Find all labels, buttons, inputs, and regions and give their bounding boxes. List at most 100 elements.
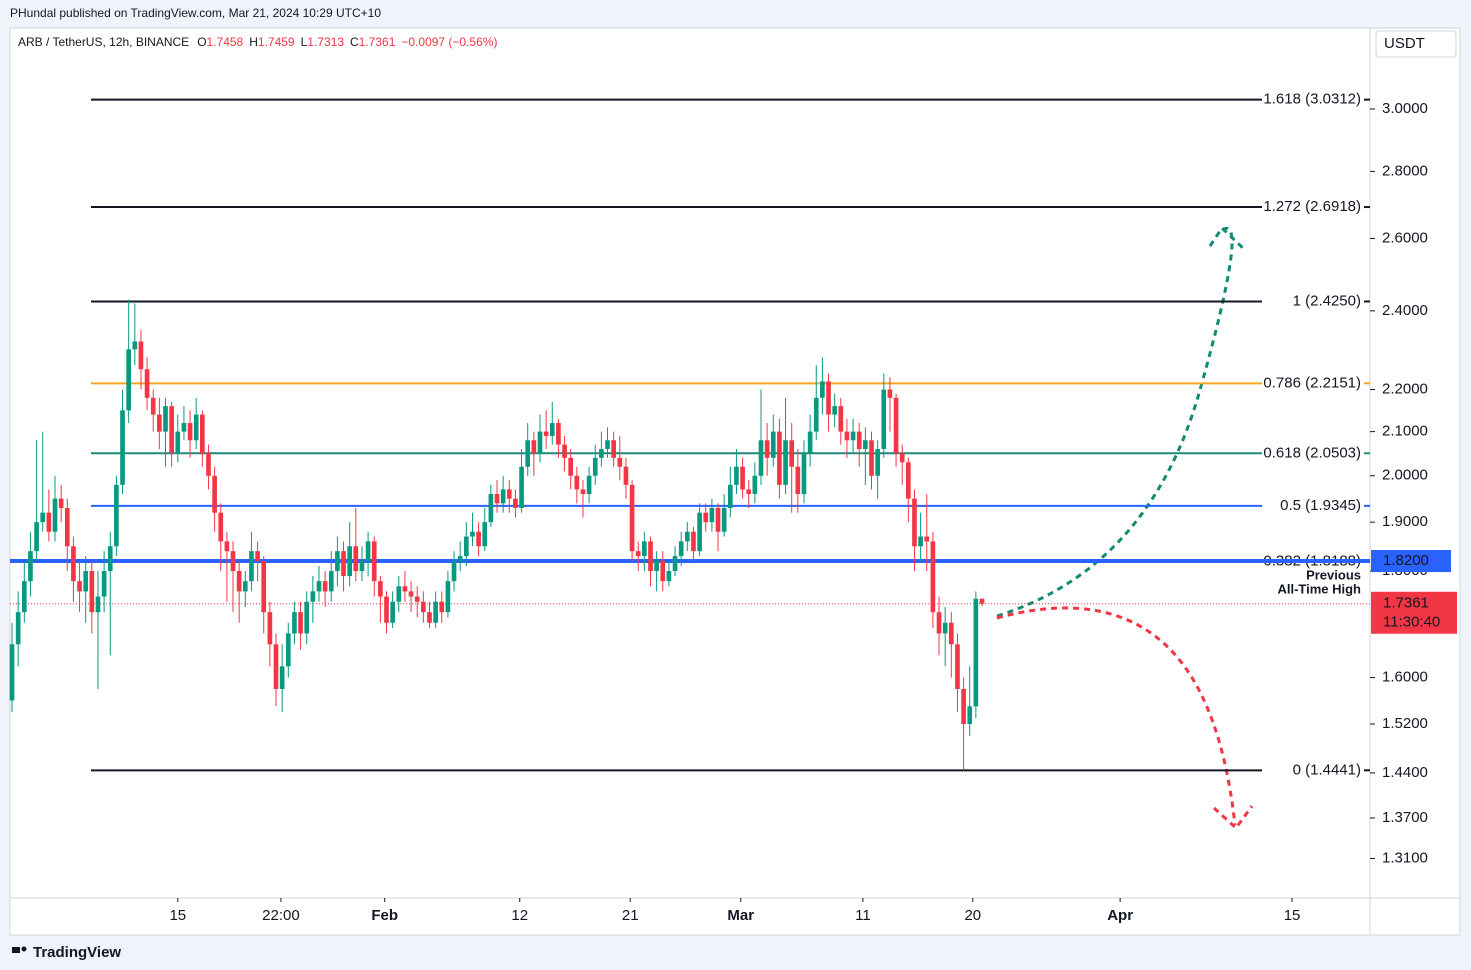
candle-body	[783, 440, 788, 485]
candle-body	[304, 601, 310, 634]
candle-body	[678, 541, 684, 557]
candle-body	[556, 423, 561, 445]
candle-body	[396, 586, 402, 602]
candle-body	[660, 561, 666, 582]
candle-body	[384, 596, 389, 623]
candle-body	[506, 489, 512, 499]
candle-body	[906, 462, 911, 499]
candle-body	[126, 349, 132, 411]
candle-body	[169, 406, 174, 454]
candle-body	[709, 507, 715, 523]
x-tick-label: 20	[964, 907, 981, 924]
candle-body	[863, 440, 868, 450]
candle-body	[21, 581, 27, 613]
x-tick-label: 11	[855, 907, 871, 924]
candle-body	[758, 440, 764, 476]
candle-body	[285, 633, 291, 667]
candle-body	[574, 475, 580, 490]
candle-body	[390, 601, 395, 623]
candle-body	[132, 341, 138, 350]
candle-body	[844, 431, 850, 441]
candle-body	[402, 586, 408, 592]
fib-label: 1.618 (3.0312)	[1263, 91, 1361, 108]
candle-body	[187, 423, 193, 441]
candle-body	[537, 431, 543, 454]
y-tick-label: 2.6000	[1382, 229, 1428, 246]
candle-body	[230, 551, 236, 572]
candle-body	[832, 406, 838, 415]
candle-body	[77, 581, 82, 592]
currency-box[interactable]	[1375, 30, 1457, 58]
candle-body	[850, 431, 856, 441]
candle-body	[568, 457, 574, 476]
candle-body	[181, 423, 187, 432]
ath-price-box	[1371, 550, 1451, 573]
y-tick-label: 2.4000	[1382, 302, 1428, 319]
candle-body	[875, 449, 880, 476]
candle-body	[46, 512, 52, 532]
candle-body	[918, 536, 923, 547]
candle-body	[107, 546, 113, 572]
candle-body	[715, 507, 721, 532]
candle-body	[746, 489, 752, 495]
candle-body	[629, 484, 635, 552]
change: −0.0097 (−0.56%)	[401, 35, 497, 49]
publisher: PHundal published on TradingView.com, Ma…	[10, 6, 381, 20]
candle-body	[691, 531, 696, 552]
currency[interactable]: USDT	[1384, 35, 1425, 52]
candle-body	[433, 601, 438, 623]
candle-body	[820, 381, 825, 398]
candle-body	[28, 551, 33, 582]
candle-body	[672, 556, 678, 572]
candle-body	[734, 466, 739, 485]
candle-body	[451, 561, 457, 582]
candle-body	[961, 688, 966, 724]
candle-body	[470, 531, 475, 537]
candle-body	[212, 475, 217, 513]
candle-body	[193, 414, 199, 441]
candle-body	[52, 498, 58, 532]
y-tick-label: 2.1000	[1382, 423, 1428, 440]
candle-body	[101, 571, 107, 597]
candle-body	[328, 571, 334, 592]
candle-body	[34, 522, 39, 552]
candle-body	[648, 541, 653, 572]
current-price-label: 1.7361	[1383, 595, 1429, 612]
fib-label: 0 (1.4441)	[1293, 761, 1361, 778]
candle-body	[114, 484, 119, 547]
candle-body	[120, 410, 125, 485]
y-tick-label: 2.0000	[1382, 467, 1428, 484]
candle-body	[83, 571, 89, 592]
logo-icon	[12, 947, 20, 953]
bear-projection	[996, 606, 1237, 826]
candle-body	[15, 612, 21, 645]
candle-body	[482, 522, 488, 547]
x-tick-label: 15	[169, 907, 186, 924]
ohlc-value: 1.7458	[207, 35, 244, 49]
candle-body	[316, 581, 322, 592]
candle-body	[770, 431, 776, 458]
candle-body	[150, 397, 156, 415]
y-tick-label: 2.2000	[1382, 381, 1428, 398]
candle-body	[801, 453, 807, 495]
candle-body	[789, 440, 795, 467]
candle-body	[421, 601, 426, 613]
candle-body	[703, 512, 709, 523]
logo-icon	[21, 946, 27, 952]
candle-body	[157, 414, 162, 432]
ohlc-value: 1.7313	[307, 35, 344, 49]
candle-body	[347, 546, 353, 577]
current-price-box	[1371, 591, 1457, 634]
candle-body	[292, 612, 297, 634]
x-tick-label: 21	[622, 907, 639, 924]
candle-body	[445, 581, 451, 613]
candle-body	[163, 406, 168, 432]
fib-label: 1.272 (2.6918)	[1263, 198, 1361, 215]
candle-body	[273, 644, 279, 689]
candle-body	[261, 561, 267, 613]
candle-body	[580, 489, 586, 495]
candle-body	[881, 389, 887, 450]
candle-body	[838, 406, 844, 432]
candle-body	[592, 457, 598, 476]
